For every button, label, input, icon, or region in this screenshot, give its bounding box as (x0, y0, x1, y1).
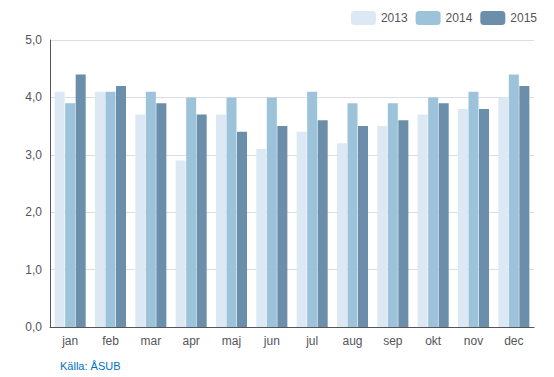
svg-text:4,0: 4,0 (25, 90, 42, 104)
svg-text:jul: jul (305, 334, 318, 348)
svg-text:Källa: ÅSUB: Källa: ÅSUB (60, 360, 121, 372)
svg-text:aug: aug (342, 334, 362, 348)
svg-text:0,0: 0,0 (25, 320, 42, 334)
svg-text:2014: 2014 (446, 11, 473, 25)
svg-text:3,0: 3,0 (25, 148, 42, 162)
svg-text:5,0: 5,0 (25, 33, 42, 47)
svg-text:1,0: 1,0 (25, 263, 42, 277)
svg-text:2,0: 2,0 (25, 205, 42, 219)
svg-text:maj: maj (222, 334, 241, 348)
svg-text:feb: feb (102, 334, 119, 348)
svg-text:dec: dec (504, 334, 523, 348)
svg-text:nov: nov (464, 334, 483, 348)
svg-text:jan: jan (61, 334, 78, 348)
svg-text:mar: mar (140, 334, 161, 348)
svg-text:sep: sep (383, 334, 403, 348)
svg-text:jun: jun (263, 334, 280, 348)
svg-text:2013: 2013 (381, 11, 408, 25)
svg-text:okt: okt (425, 334, 442, 348)
svg-text:2015: 2015 (510, 11, 537, 25)
svg-text:apr: apr (182, 334, 199, 348)
